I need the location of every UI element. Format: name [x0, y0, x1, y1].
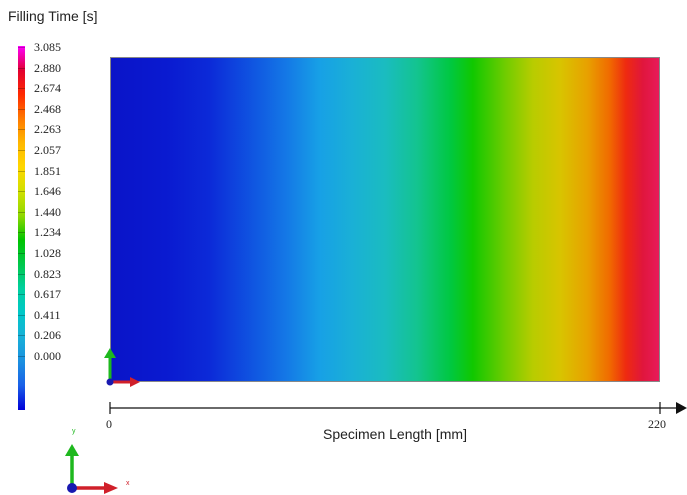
x-axis-max-label: 220 [648, 417, 666, 431]
legend-tick [18, 67, 25, 69]
legend-tick [18, 335, 25, 337]
legend-tick [18, 273, 25, 275]
legend-label: 1.440 [34, 204, 61, 219]
legend-label: 1.028 [34, 246, 61, 260]
legend-tick [18, 170, 25, 172]
legend-tick [18, 232, 25, 234]
legend-label: 0.617 [34, 287, 61, 302]
color-scale-bar [18, 46, 25, 410]
legend-label: 1.646 [34, 184, 61, 199]
x-axis-title: Specimen Length [mm] [323, 426, 467, 442]
legend-tick [18, 108, 25, 110]
legend-tick [18, 253, 25, 254]
legend-tick [18, 211, 25, 213]
legend-label: 0.000 [34, 349, 61, 363]
coordinate-triad [65, 444, 118, 494]
legend-label: 2.057 [34, 143, 61, 157]
legend-label: 2.880 [34, 60, 61, 75]
legend-label: 0.206 [34, 328, 61, 343]
legend-tick [18, 88, 25, 90]
legend-tick [18, 356, 25, 357]
legend-tick [18, 129, 25, 131]
triad-x-label: x [126, 480, 130, 487]
legend-label: 1.851 [34, 163, 61, 178]
x-axis-min-label: 0 [106, 417, 112, 431]
x-axis-dimension-line [109, 402, 687, 414]
legend-label: 1.234 [34, 225, 61, 240]
legend-tick [18, 191, 25, 193]
inner-coordinate-triad [104, 348, 140, 387]
legend-label: 2.468 [34, 101, 61, 116]
legend-label: 2.674 [34, 81, 61, 96]
legend-label: 0.411 [34, 307, 61, 322]
filling-time-contour-plot[interactable] [110, 57, 660, 382]
legend-tick [18, 294, 25, 296]
legend-label: 3.085 [34, 40, 61, 54]
triad-y-label: y [72, 428, 76, 435]
legend-label: 2.263 [34, 122, 61, 137]
legend-tick [18, 314, 25, 316]
legend-tick [18, 150, 25, 151]
legend-title: Filling Time [s] [8, 8, 98, 24]
legend-label: 0.823 [34, 266, 61, 281]
legend-tick [18, 47, 25, 48]
